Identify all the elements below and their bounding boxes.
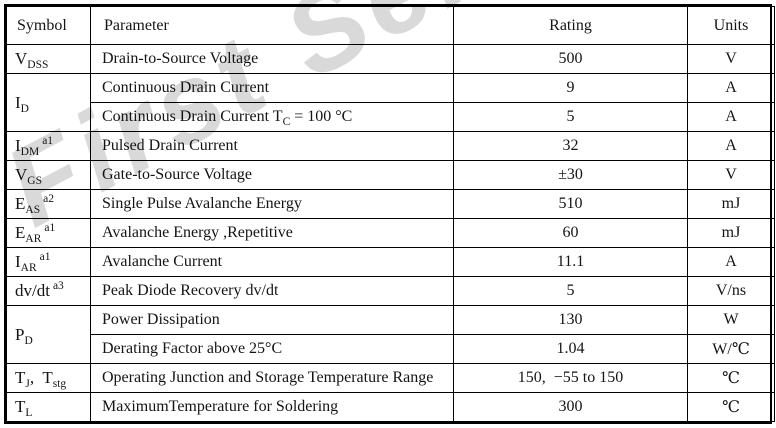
col-header-symbol: Symbol (6, 6, 91, 45)
units-cell: A (687, 73, 775, 103)
ratings-table-container: Symbol Parameter Rating Units VDSS Drain… (4, 4, 775, 424)
parameter-cell: Continuous Drain Current TC = 100 °C (90, 102, 454, 132)
table-row: IDMa1 Pulsed Drain Current 32 A (6, 131, 775, 161)
parameter-cell: Gate-to-Source Voltage (90, 160, 454, 190)
rating-cell: 5 (453, 102, 688, 132)
absolute-maximum-ratings-table: Symbol Parameter Rating Units VDSS Drain… (6, 6, 775, 422)
symbol-cell: VDSS (6, 44, 91, 74)
rating-cell: 5 (453, 276, 688, 306)
symbol-cell: PD (6, 305, 91, 364)
header-row: Symbol Parameter Rating Units (6, 6, 775, 45)
units-cell: V (687, 160, 775, 190)
table-row: TL MaximumTemperature for Soldering 300 … (6, 392, 775, 422)
units-cell: A (687, 247, 775, 277)
col-header-units: Units (687, 6, 775, 45)
parameter-cell: Peak Diode Recovery dv/dt (90, 276, 454, 306)
symbol-cell: VGS (6, 160, 91, 190)
symbol-cell: EARa1 (6, 218, 91, 248)
symbol-cell: EASa2 (6, 189, 91, 219)
parameter-cell: Power Dissipation (90, 305, 454, 335)
table-row: VDSS Drain-to-Source Voltage 500 V (6, 44, 775, 74)
symbol-cell: IARa1 (6, 247, 91, 277)
symbol-cell: TJ, Tstg (6, 363, 91, 393)
units-cell: A (687, 131, 775, 161)
table-row: Derating Factor above 25°C 1.04 W/℃ (7, 334, 775, 364)
rating-cell: ±30 (453, 160, 688, 190)
table-row: EARa1 Avalanche Energy ,Repetitive 60 mJ (6, 218, 775, 248)
parameter-cell: Avalanche Current (90, 247, 454, 277)
parameter-cell: Drain-to-Source Voltage (90, 44, 454, 74)
units-cell: W (687, 305, 775, 335)
table-row: PD Power Dissipation 130 W (6, 305, 775, 364)
rating-cell: 510 (453, 189, 688, 219)
rating-cell: 300 (453, 392, 688, 422)
units-cell: ℃ (687, 392, 775, 422)
units-cell: W/℃ (687, 334, 775, 364)
units-cell: A (687, 102, 775, 132)
units-cell: ℃ (687, 363, 775, 393)
parameter-cell: Derating Factor above 25°C (90, 334, 454, 364)
parameter-cell: Avalanche Energy ,Repetitive (90, 218, 454, 248)
parameter-cell: Single Pulse Avalanche Energy (90, 189, 454, 219)
table-row: dv/dt a3 Peak Diode Recovery dv/dt 5 V/ns (6, 276, 775, 306)
table-row: IARa1 Avalanche Current 11.1 A (6, 247, 775, 277)
table-row: Continuous Drain Current TC = 100 °C 5 A (7, 102, 775, 132)
parameter-cell: Pulsed Drain Current (90, 131, 454, 161)
col-header-parameter: Parameter (90, 6, 454, 45)
table-row: TJ, Tstg Operating Junction and Storage … (6, 363, 775, 393)
rating-cell: 11.1 (453, 247, 688, 277)
symbol-cell: IDMa1 (6, 131, 91, 161)
symbol-cell: ID (6, 73, 91, 132)
table-row: ID Continuous Drain Current 9 A (6, 73, 775, 132)
parameter-cell: Operating Junction and Storage Temperatu… (90, 363, 454, 393)
rating-cell: 150, −55 to 150 (453, 363, 688, 393)
symbol-cell: TL (6, 392, 91, 422)
parameter-cell: Continuous Drain Current (90, 73, 454, 103)
units-cell: V (687, 44, 775, 74)
table-row: VGS Gate-to-Source Voltage ±30 V (6, 160, 775, 190)
rating-cell: 9 (453, 73, 688, 103)
symbol-cell: dv/dt a3 (6, 276, 91, 306)
rating-cell: 500 (453, 44, 688, 74)
units-cell: V/ns (687, 276, 775, 306)
rating-cell: 1.04 (453, 334, 688, 364)
parameter-cell: MaximumTemperature for Soldering (90, 392, 454, 422)
rating-cell: 130 (453, 305, 688, 335)
rating-cell: 32 (453, 131, 688, 161)
table-row: EASa2 Single Pulse Avalanche Energy 510 … (6, 189, 775, 219)
units-cell: mJ (687, 218, 775, 248)
units-cell: mJ (687, 189, 775, 219)
col-header-rating: Rating (453, 6, 688, 45)
rating-cell: 60 (453, 218, 688, 248)
